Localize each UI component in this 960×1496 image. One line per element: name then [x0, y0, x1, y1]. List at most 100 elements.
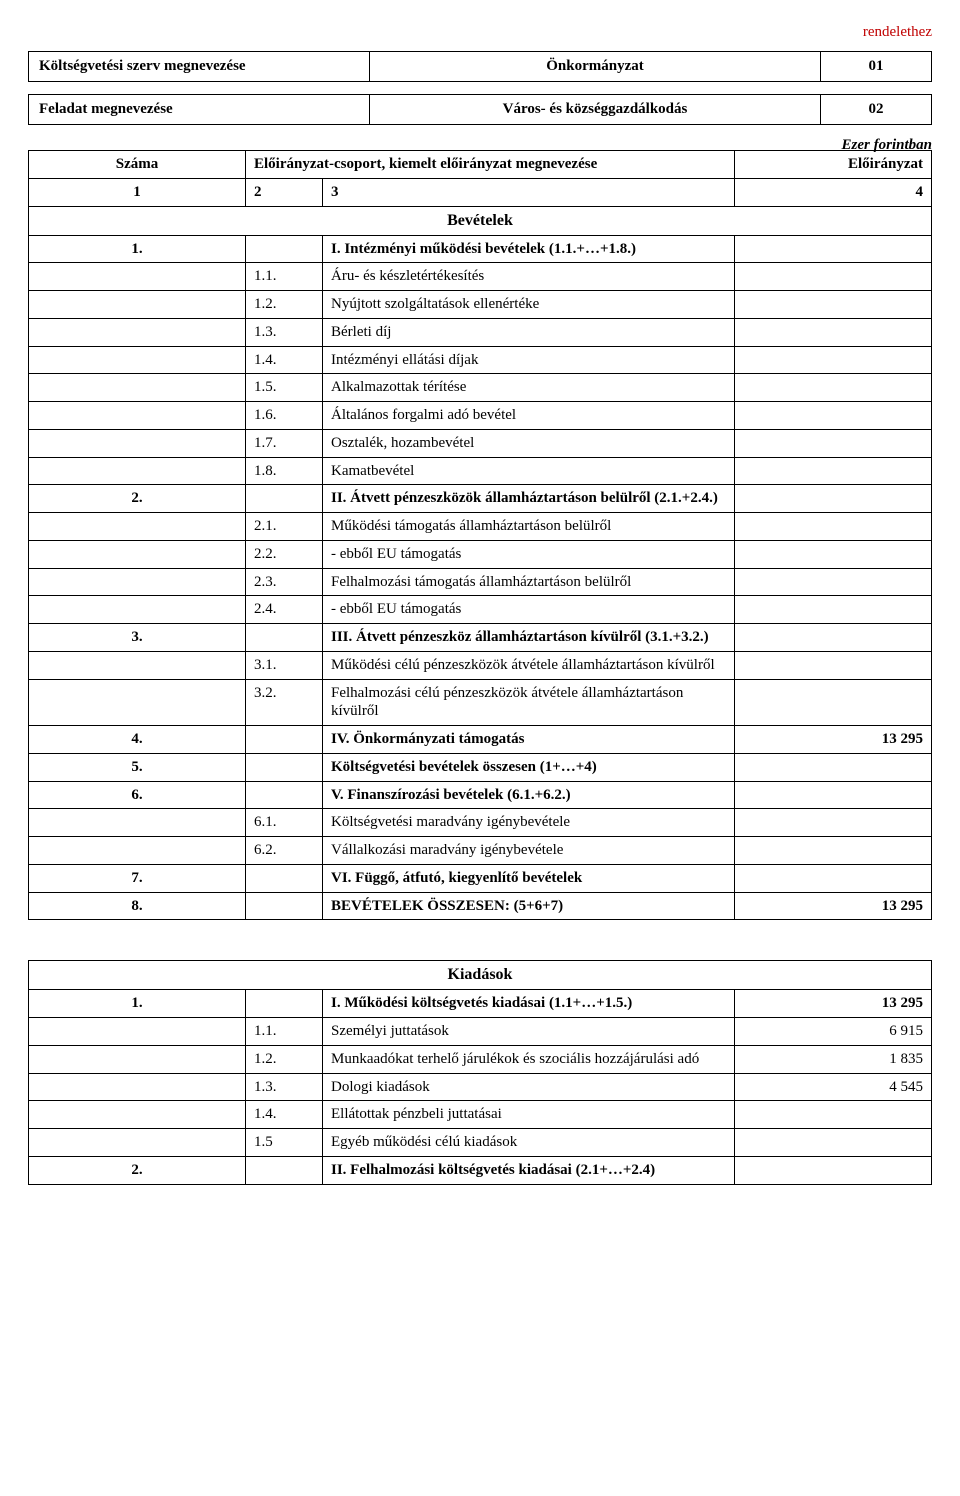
row-value: 13 295 [735, 990, 932, 1018]
table-row: 1.4.Intézményi ellátási díjak [29, 346, 932, 374]
org-code: 01 [821, 52, 932, 82]
row-subnumber: 1.8. [246, 457, 323, 485]
row-subnumber: 1.2. [246, 1045, 323, 1073]
row-subnumber [246, 726, 323, 754]
colhead-group: Előirányzat-csoport, kiemelt előirányzat… [246, 151, 735, 179]
table-row: 3.III. Átvett pénzeszköz államháztartáso… [29, 624, 932, 652]
table-row: 1.1.Áru- és készletértékesítés [29, 263, 932, 291]
task-header-table: Feladat megnevezése Város- és községgazd… [28, 94, 932, 125]
row-description: Működési célú pénzeszközök átvétele álla… [323, 651, 735, 679]
row-value [735, 485, 932, 513]
row-description: Költségvetési bevételek összesen (1+…+4) [323, 753, 735, 781]
row-number: 3. [29, 624, 246, 652]
row-value [735, 753, 932, 781]
row-subnumber: 1.3. [246, 318, 323, 346]
row-value [735, 513, 932, 541]
row-value: 6 915 [735, 1018, 932, 1046]
row-description: Osztalék, hozambevétel [323, 429, 735, 457]
row-subnumber: 6.1. [246, 809, 323, 837]
org-label: Költségvetési szerv megnevezése [29, 52, 370, 82]
row-number: 6. [29, 781, 246, 809]
expenses-table: Kiadások 1.I. Működési költségvetés kiad… [28, 960, 932, 1184]
row-description: - ebből EU támogatás [323, 540, 735, 568]
row-description: Alkalmazottak térítése [323, 374, 735, 402]
table-row: 7.VI. Függő, átfutó, kiegyenlítő bevétel… [29, 864, 932, 892]
table-row: 1.1.Személyi juttatások6 915 [29, 1018, 932, 1046]
row-description: Általános forgalmi adó bevétel [323, 402, 735, 430]
row-description: I. Intézményi működési bevételek (1.1.+…… [323, 235, 735, 263]
row-value [735, 1129, 932, 1157]
row-number [29, 596, 246, 624]
table-row: 2.3.Felhalmozási támogatás államháztartá… [29, 568, 932, 596]
row-number [29, 651, 246, 679]
row-subnumber [246, 892, 323, 920]
row-number: 8. [29, 892, 246, 920]
row-value [735, 318, 932, 346]
row-value [735, 781, 932, 809]
row-value: 4 545 [735, 1073, 932, 1101]
header-annotation: rendelethez [28, 24, 932, 41]
colnum-2: 2 [246, 178, 323, 206]
row-description: Egyéb működési célú kiadások [323, 1129, 735, 1157]
table-row: 2.II. Felhalmozási költségvetés kiadásai… [29, 1156, 932, 1184]
row-description: Költségvetési maradvány igénybevétele [323, 809, 735, 837]
row-number: 2. [29, 485, 246, 513]
row-description: Áru- és készletértékesítés [323, 263, 735, 291]
row-number [29, 568, 246, 596]
row-description: Vállalkozási maradvány igénybevétele [323, 837, 735, 865]
row-description: II. Átvett pénzeszközök államháztartáson… [323, 485, 735, 513]
task-value: Város- és községgazdálkodás [370, 95, 821, 125]
row-number [29, 513, 246, 541]
row-description: Nyújtott szolgáltatások ellenértéke [323, 291, 735, 319]
table-row: 1.5.Alkalmazottak térítése [29, 374, 932, 402]
row-value [735, 679, 932, 726]
row-description: Intézményi ellátási díjak [323, 346, 735, 374]
row-value: 13 295 [735, 892, 932, 920]
row-description: BEVÉTELEK ÖSSZESEN: (5+6+7) [323, 892, 735, 920]
row-value [735, 651, 932, 679]
row-subnumber [246, 781, 323, 809]
row-value [735, 235, 932, 263]
row-subnumber [246, 235, 323, 263]
row-subnumber [246, 624, 323, 652]
row-number [29, 540, 246, 568]
row-description: Munkaadókat terhelő járulékok és szociál… [323, 1045, 735, 1073]
row-number [29, 1018, 246, 1046]
row-subnumber [246, 1156, 323, 1184]
row-value [735, 809, 932, 837]
row-number: 2. [29, 1156, 246, 1184]
row-description: Kamatbevétel [323, 457, 735, 485]
row-value [735, 568, 932, 596]
colnum-4: 4 [735, 178, 932, 206]
row-subnumber: 2.4. [246, 596, 323, 624]
table-row: 6.1.Költségvetési maradvány igénybevétel… [29, 809, 932, 837]
row-value [735, 402, 932, 430]
row-value [735, 837, 932, 865]
row-description: VI. Függő, átfutó, kiegyenlítő bevételek [323, 864, 735, 892]
row-value: 1 835 [735, 1045, 932, 1073]
row-subnumber: 1.4. [246, 346, 323, 374]
colhead-szama: Száma [29, 151, 246, 179]
row-value [735, 346, 932, 374]
row-number [29, 318, 246, 346]
row-subnumber: 1.2. [246, 291, 323, 319]
table-row: 1.I. Működési költségvetés kiadásai (1.1… [29, 990, 932, 1018]
row-description: Működési támogatás államháztartáson belü… [323, 513, 735, 541]
row-number [29, 1101, 246, 1129]
table-row: 1.I. Intézményi működési bevételek (1.1.… [29, 235, 932, 263]
org-value: Önkormányzat [370, 52, 821, 82]
colnum-1: 1 [29, 178, 246, 206]
colnum-3: 3 [323, 178, 735, 206]
row-number [29, 1129, 246, 1157]
table-row: 2.1.Működési támogatás államháztartáson … [29, 513, 932, 541]
table-row: 2.2. - ebből EU támogatás [29, 540, 932, 568]
table-row: 6.V. Finanszírozási bevételek (6.1.+6.2.… [29, 781, 932, 809]
row-number [29, 429, 246, 457]
row-description: Bérleti díj [323, 318, 735, 346]
row-number: 1. [29, 990, 246, 1018]
row-number [29, 346, 246, 374]
row-value [735, 596, 932, 624]
table-row: 5.Költségvetési bevételek összesen (1+…+… [29, 753, 932, 781]
revenues-table: Száma Előirányzat-csoport, kiemelt előir… [28, 150, 932, 920]
row-value [735, 624, 932, 652]
